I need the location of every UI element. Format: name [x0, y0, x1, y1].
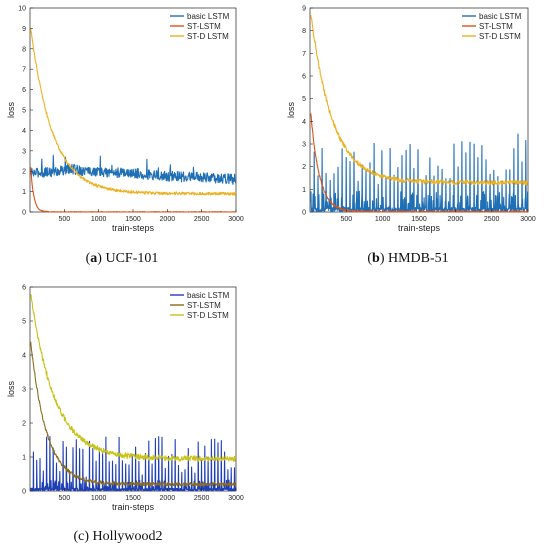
series-line-0	[30, 154, 237, 185]
x-tick-label: 2500	[194, 216, 210, 223]
y-tick-label: 2	[22, 169, 26, 176]
caption-text: Hollywood2	[93, 529, 163, 544]
x-tick-label: 1500	[411, 216, 427, 223]
chart-caption: (c) Hollywood2	[73, 529, 162, 544]
legend-label: ST-LSTM	[187, 301, 221, 310]
y-tick-label: 1	[302, 187, 306, 194]
y-tick-label: 3	[22, 387, 26, 394]
x-tick-label: 1000	[91, 495, 107, 502]
y-tick-label: 0	[22, 489, 26, 496]
y-tick-label: 7	[302, 51, 306, 58]
legend-label: basic LSTM	[479, 12, 522, 21]
y-axis-label: loss	[6, 102, 16, 119]
caption-text: UCF-101	[105, 251, 158, 266]
caption-text: HMDB-51	[388, 251, 449, 266]
y-tick-label: 9	[22, 26, 26, 33]
x-tick-label: 2000	[448, 216, 464, 223]
x-tick-label: 1000	[91, 216, 107, 223]
y-tick-label: 3	[302, 142, 306, 149]
y-tick-label: 10	[18, 6, 26, 13]
x-tick-label: 2500	[484, 216, 500, 223]
y-tick-label: 6	[22, 285, 26, 292]
chart-caption: (b) HMDB-51	[367, 251, 448, 266]
chart-b: 500 1000 1500 2000 2500 3000 0 1 2 3 4 5 6 7 8 9 train-…	[286, 6, 536, 267]
x-tick-label: 2500	[194, 495, 210, 502]
y-tick-label: 1	[22, 189, 26, 196]
legend-label: ST-D LSTM	[187, 32, 229, 41]
x-tick-label: 1500	[125, 495, 141, 502]
x-axis-label: train-steps	[112, 502, 155, 512]
caption-letter: b	[372, 251, 380, 266]
legend-label: ST-D LSTM	[187, 311, 229, 320]
y-tick-label: 8	[302, 28, 306, 35]
x-tick-label: 3000	[520, 216, 536, 223]
y-tick-label: 3	[22, 148, 26, 155]
y-tick-label: 2	[22, 421, 26, 428]
y-tick-label: 6	[22, 87, 26, 94]
x-tick-label: 500	[58, 495, 70, 502]
ticks-layer: 500 1000 1500 2000 2500 3000 0 1 2 3 4 5 6 7 8 9 10	[18, 6, 244, 224]
x-tick-label: 500	[58, 216, 70, 223]
y-tick-label: 6	[302, 74, 306, 81]
y-tick-label: 5	[302, 96, 306, 103]
legend-label: ST-D LSTM	[479, 32, 521, 41]
y-axis-label: loss	[286, 102, 296, 119]
series-line-1	[30, 341, 237, 487]
x-axis-label: train-steps	[112, 223, 155, 233]
y-tick-label: 4	[22, 128, 26, 135]
y-tick-label: 0	[22, 210, 26, 217]
x-tick-label: 3000	[228, 495, 244, 502]
legend-label: ST-LSTM	[187, 22, 221, 31]
series-line-2	[30, 294, 237, 462]
x-tick-label: 1500	[125, 216, 141, 223]
x-tick-label: 1000	[375, 216, 391, 223]
chart-c: 500 1000 1500 2000 2500 3000 0 1 2 3 4 5 6 train-ste…	[6, 285, 244, 545]
x-tick-label: 2000	[160, 495, 176, 502]
y-tick-label: 4	[22, 353, 26, 360]
y-tick-label: 8	[22, 46, 26, 53]
ticks-layer: 500 1000 1500 2000 2500 3000 0 1 2 3 4 5 6	[22, 285, 244, 503]
x-tick-label: 500	[340, 216, 352, 223]
y-axis-label: loss	[6, 381, 16, 398]
y-tick-label: 5	[22, 108, 26, 115]
chart-a: 500 1000 1500 2000 2500 3000 0 1 2 3 4 5 6 7 8 9 10 trai…	[6, 6, 244, 267]
x-tick-label: 3000	[228, 216, 244, 223]
legend-label: basic LSTM	[187, 12, 230, 21]
y-tick-label: 9	[302, 6, 306, 13]
y-tick-label: 4	[302, 119, 306, 126]
legend-label: ST-LSTM	[479, 22, 513, 31]
plot-area	[29, 286, 237, 492]
caption-letter: a	[90, 251, 97, 266]
ticks-layer: 500 1000 1500 2000 2500 3000 0 1 2 3 4 5 6 7 8 9	[302, 6, 536, 224]
x-tick-label: 2000	[160, 216, 176, 223]
x-axis-label: train-steps	[398, 223, 441, 233]
y-tick-label: 5	[22, 319, 26, 326]
series-line-2	[30, 27, 237, 196]
y-tick-label: 2	[302, 164, 306, 171]
series-line-2	[310, 14, 528, 186]
y-tick-label: 0	[302, 210, 306, 217]
chart-caption: (a) UCF-101	[86, 251, 159, 266]
y-tick-label: 1	[22, 455, 26, 462]
caption-letter: c	[78, 529, 84, 544]
y-tick-label: 7	[22, 67, 26, 74]
legend-label: basic LSTM	[187, 291, 230, 300]
